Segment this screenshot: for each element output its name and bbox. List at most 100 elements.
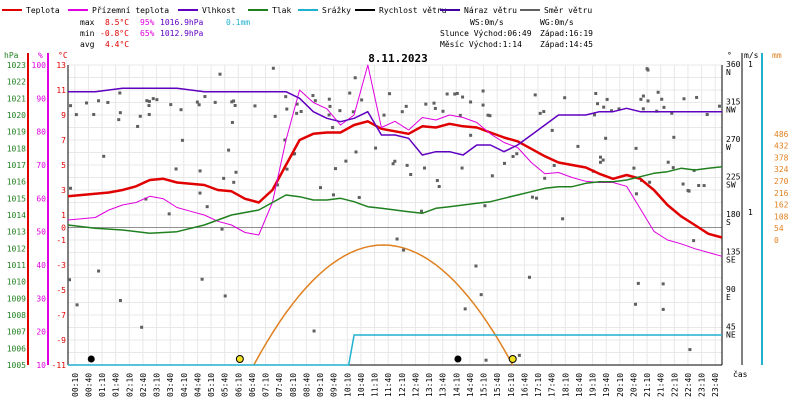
mm-tick-5: 216 bbox=[774, 189, 789, 198]
wind-dir-dot bbox=[502, 161, 506, 165]
ms-tick-top: 1 bbox=[748, 60, 753, 69]
wind-dir-dot bbox=[543, 176, 547, 180]
wind-dir-dot bbox=[117, 118, 121, 122]
wind-dir-dot bbox=[327, 113, 331, 117]
wind-dir-dot bbox=[174, 167, 178, 171]
wind-dir-dot bbox=[145, 99, 149, 103]
wind-dir-dot bbox=[222, 176, 226, 180]
decorations bbox=[68, 66, 721, 366]
wind-dir-dot bbox=[360, 98, 364, 102]
wind-dir-dot bbox=[474, 264, 478, 268]
axis-label-deg: ° bbox=[727, 51, 732, 60]
axis-label-pct: % bbox=[38, 51, 43, 60]
wind-dir-dot bbox=[688, 348, 692, 352]
x-tick-6: 03:10 bbox=[153, 373, 162, 397]
hpa-tick-3: 1020 bbox=[7, 111, 26, 120]
wind-dir-dot bbox=[634, 302, 638, 306]
x-tick-9: 04:40 bbox=[193, 373, 202, 397]
hpa-tick-9: 1014 bbox=[7, 211, 26, 220]
mm-tick-4: 270 bbox=[774, 177, 789, 186]
x-tick-28: 14:10 bbox=[452, 373, 461, 397]
hpa-tick-5: 1018 bbox=[7, 144, 26, 153]
wind-dir-dot bbox=[563, 96, 567, 100]
wind-dir-dot bbox=[284, 95, 288, 99]
wind-dir-dot bbox=[681, 182, 685, 186]
wind-dir-dot bbox=[432, 101, 436, 105]
wind-dir-dot bbox=[561, 217, 565, 221]
wind-dir-dot bbox=[409, 172, 413, 176]
wind-dir-dot bbox=[118, 111, 122, 115]
x-tick-43: 21:40 bbox=[657, 373, 666, 397]
legend-label-3: Vlhkost bbox=[202, 6, 236, 15]
series-line-4 bbox=[67, 165, 723, 235]
mm-tick-8: 54 bbox=[774, 224, 784, 233]
moonrise-marker bbox=[87, 355, 95, 363]
legend-label-8: Směr větru bbox=[544, 6, 592, 15]
x-tick-32: 16:10 bbox=[507, 373, 516, 397]
wind-dir-dot bbox=[328, 104, 332, 108]
stat-moon-rise: Měsíc Východ:1:14 bbox=[440, 40, 522, 49]
wind-dir-dot bbox=[419, 209, 423, 213]
deg-tick-3: 225 bbox=[726, 173, 741, 182]
wind-dir-dot bbox=[632, 166, 636, 170]
c-tick-zero: 0 bbox=[61, 224, 66, 233]
x-tick-4: 02:10 bbox=[125, 373, 134, 397]
wind-dir-dot bbox=[220, 227, 224, 231]
wind-dir-dot bbox=[469, 100, 473, 104]
wind-dir-dot bbox=[550, 128, 554, 132]
wind-dir-dot bbox=[490, 174, 494, 178]
wind-dir-dot bbox=[634, 146, 638, 150]
wind-dir-dot bbox=[511, 154, 515, 158]
legend-label-2: Přízemní teplota bbox=[92, 6, 169, 15]
x-tick-16: 08:10 bbox=[289, 373, 298, 397]
legend-label-4: Tlak bbox=[272, 6, 291, 15]
x-tick-20: 10:10 bbox=[343, 373, 352, 397]
wind-dir-dot bbox=[484, 358, 488, 362]
c-tick-11: -9 bbox=[56, 336, 66, 345]
c-tick-7: -1 bbox=[56, 236, 66, 245]
mm-tick-6: 162 bbox=[774, 201, 789, 210]
x-tick-33: 16:40 bbox=[520, 373, 529, 397]
x-tick-45: 22:40 bbox=[684, 373, 693, 397]
wind-dir-dot bbox=[195, 100, 199, 104]
x-tick-14: 07:10 bbox=[262, 373, 271, 397]
hpa-tick-12: 1011 bbox=[7, 261, 26, 270]
wind-dir-dot bbox=[92, 112, 96, 116]
x-tick-42: 21:10 bbox=[643, 373, 652, 397]
sun-path-arc bbox=[253, 244, 514, 366]
wind-dir-dot bbox=[198, 191, 202, 195]
c-tick-1: 11 bbox=[56, 86, 66, 95]
mm-tick-9: 0 bbox=[774, 236, 779, 245]
wind-dir-dot bbox=[639, 97, 643, 101]
wind-dir-dot bbox=[230, 100, 234, 104]
x-tick-22: 11:10 bbox=[371, 373, 380, 397]
wind-dir-dot bbox=[232, 99, 236, 103]
deg-tick-5: 135 bbox=[726, 248, 741, 257]
wind-dir-dot bbox=[617, 107, 621, 111]
wind-dir-dot bbox=[85, 101, 89, 105]
mm-tick-0: 486 bbox=[774, 130, 789, 139]
x-tick-35: 17:40 bbox=[548, 373, 557, 397]
hpa-tick-17: 1006 bbox=[7, 344, 26, 353]
wind-dir-dot bbox=[661, 282, 665, 286]
hpa-tick-14: 1009 bbox=[7, 294, 26, 303]
hpa-tick-16: 1007 bbox=[7, 328, 26, 337]
wind-dir-dot bbox=[348, 91, 352, 95]
deg-tick-2: 270 bbox=[726, 135, 741, 144]
wind-dir-dot bbox=[234, 170, 238, 174]
dir-tick-6: E bbox=[726, 293, 731, 302]
dir-tick-4: S bbox=[726, 218, 731, 227]
pct-tick-10: 50 bbox=[36, 228, 46, 237]
hpa-tick-4: 1019 bbox=[7, 128, 26, 137]
wind-dir-dot bbox=[230, 120, 234, 124]
stat-max-label: max bbox=[80, 18, 95, 27]
x-tick-23: 11:40 bbox=[384, 373, 393, 397]
wind-dir-dot bbox=[671, 166, 675, 170]
wind-dir-dot bbox=[424, 102, 428, 106]
series-line-3 bbox=[68, 87, 722, 156]
wind-dir-dot bbox=[138, 114, 142, 118]
wind-dir-dot bbox=[97, 99, 101, 103]
x-tick-40: 20:10 bbox=[616, 373, 625, 397]
wind-dir-dot bbox=[552, 163, 556, 167]
